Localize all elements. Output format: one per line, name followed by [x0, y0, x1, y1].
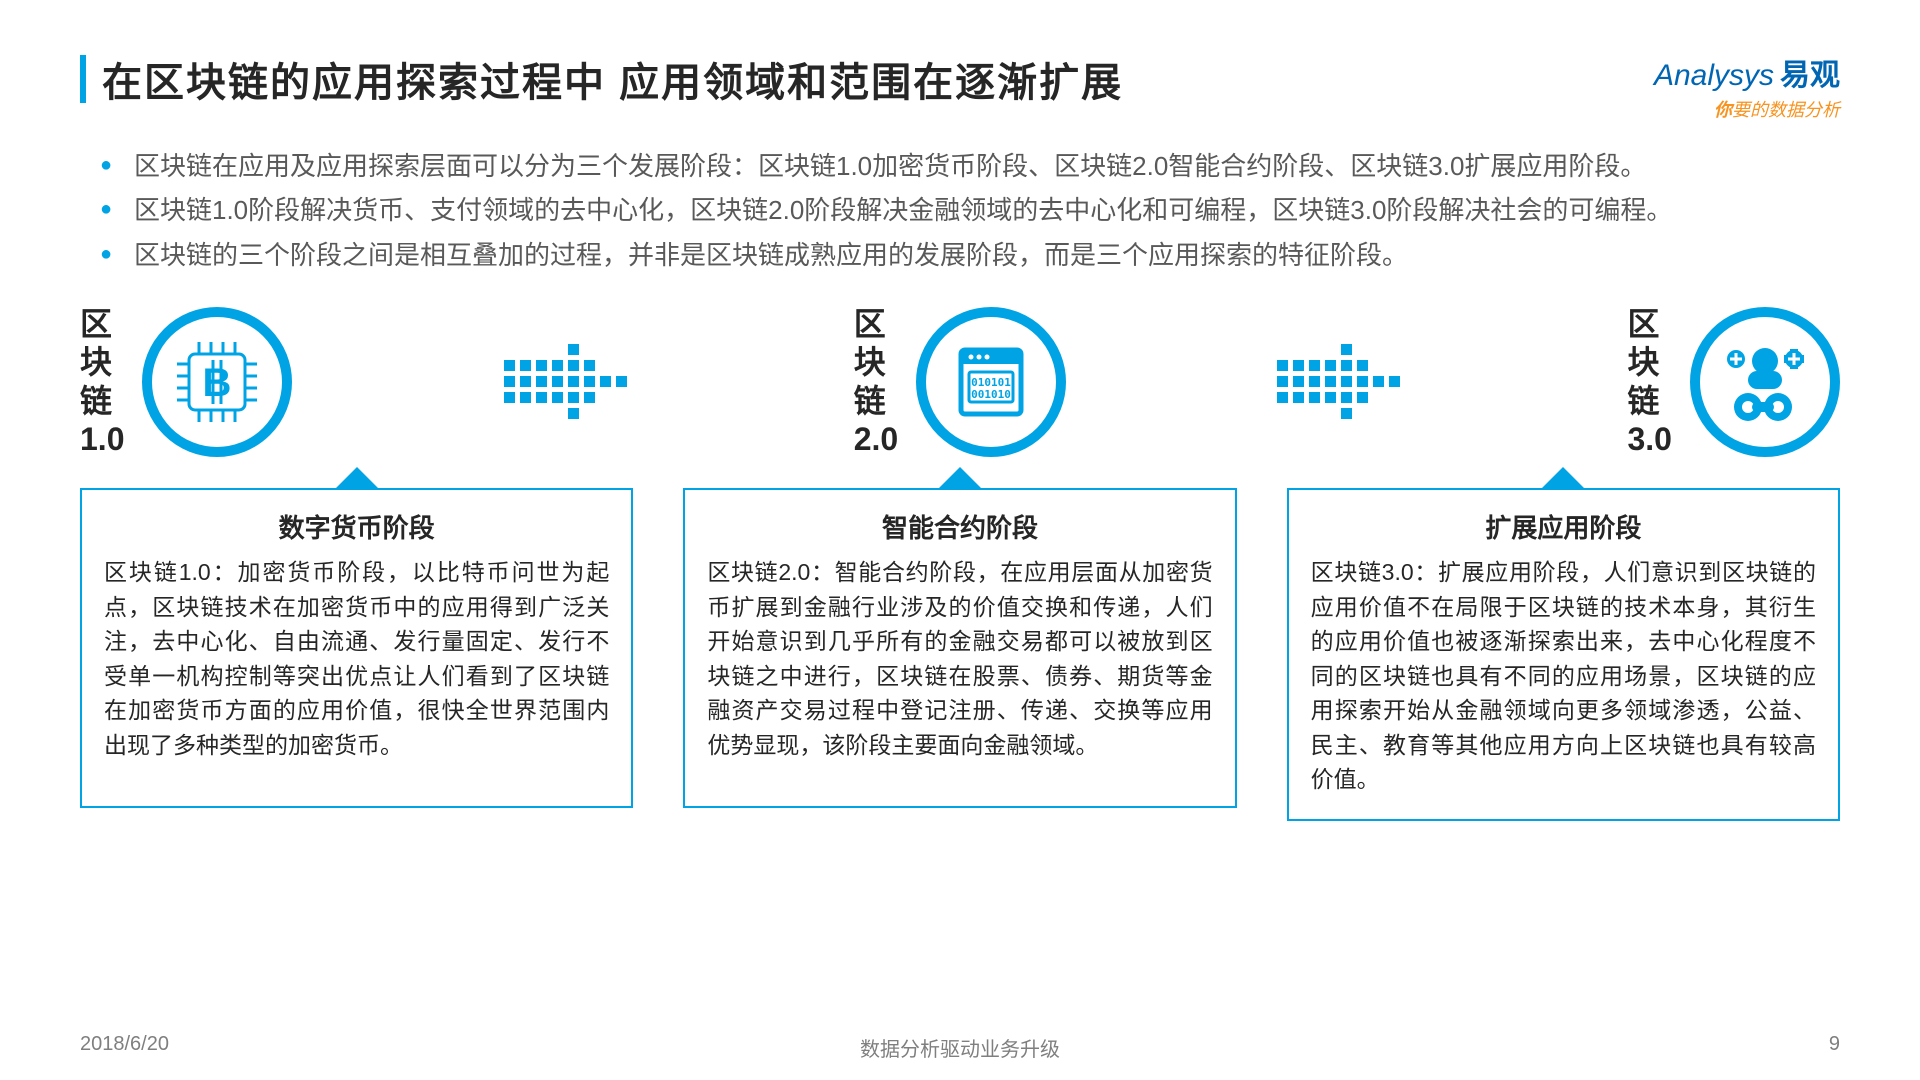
footer-date: 2018/6/20 [80, 1033, 169, 1056]
logo-brand-cn: 易观 [1780, 59, 1840, 92]
stage-1-label: 区块链1.0 [80, 305, 124, 459]
pointer-icon [339, 470, 375, 488]
page-title: 在区块链的应用探索过程中 应用领域和范围在逐渐扩展 [102, 50, 1123, 108]
logo-tagline-rest: 要的数据分析 [1732, 100, 1840, 120]
bullet-item: 区块链1.0阶段解决货币、支付领域的去中心化，区块链2.0阶段解决金融领域的去中… [100, 190, 1840, 230]
logo-text: Analysys易观 [1654, 50, 1840, 94]
bullet-list: 区块链在应用及应用探索层面可以分为三个发展阶段：区块链1.0加密货币阶段、区块链… [100, 146, 1840, 275]
dotted-arrow-icon [1277, 344, 1416, 419]
pointer-icon [942, 470, 978, 488]
stage-2: 区块链2.0 010101001010 [854, 305, 1066, 459]
box-1-text: 区块链1.0：加密货币阶段，以比特币问世为起点，区块链技术在加密货币中的应用得到… [104, 555, 609, 762]
bitcoin-chip-icon: B [142, 307, 292, 457]
stage-3-label: 区块链3.0 [1627, 305, 1671, 459]
logo-tagline: 你要的数据分析 [1654, 96, 1840, 122]
box-2: 智能合约阶段区块链2.0：智能合约阶段，在应用层面从加密货币扩展到金融行业涉及的… [683, 488, 1236, 821]
stage-3: 区块链3.0 [1627, 305, 1839, 459]
box-3-text: 区块链3.0：扩展应用阶段，人们意识到区块链的应用价值不在局限于区块链的技术本身… [1311, 555, 1816, 797]
logo-brand-en: Analysys [1654, 59, 1774, 92]
smart-contract-icon: 010101001010 [916, 307, 1066, 457]
stage-1: 区块链1.0 B [80, 305, 292, 459]
svg-text:B: B [203, 361, 232, 405]
brand-logo: Analysys易观 你要的数据分析 [1654, 50, 1840, 122]
chain-app-icon [1690, 307, 1840, 457]
logo-tagline-hi: 你 [1714, 100, 1732, 120]
dotted-arrow-icon [504, 344, 643, 419]
box-3-title: 扩展应用阶段 [1311, 508, 1816, 545]
box-3: 扩展应用阶段区块链3.0：扩展应用阶段，人们意识到区块链的应用价值不在局限于区块… [1287, 488, 1840, 821]
header: 在区块链的应用探索过程中 应用领域和范围在逐渐扩展 Analysys易观 你要的… [80, 50, 1840, 122]
stage-boxes: 数字货币阶段区块链1.0：加密货币阶段，以比特币问世为起点，区块链技术在加密货币… [80, 488, 1840, 821]
title-wrap: 在区块链的应用探索过程中 应用领域和范围在逐渐扩展 [80, 50, 1123, 108]
pointer-icon [1545, 470, 1581, 488]
bullet-item: 区块链的三个阶段之间是相互叠加的过程，并非是区块链成熟应用的发展阶段，而是三个应… [100, 235, 1840, 275]
footer: 2018/6/20 数据分析驱动业务升级 9 [80, 1033, 1840, 1056]
title-accent-bar [80, 55, 86, 103]
footer-center: 数据分析驱动业务升级 [860, 1033, 1060, 1062]
box-2-title: 智能合约阶段 [707, 508, 1212, 545]
box-1-title: 数字货币阶段 [104, 508, 609, 545]
box-1: 数字货币阶段区块链1.0：加密货币阶段，以比特币问世为起点，区块链技术在加密货币… [80, 488, 633, 821]
stages-row: 区块链1.0 B 区块链2.0 010101001010 区块链3.0 [80, 305, 1840, 459]
footer-page: 9 [1829, 1033, 1840, 1056]
box-2-text: 区块链2.0：智能合约阶段，在应用层面从加密货币扩展到金融行业涉及的价值交换和传… [707, 555, 1212, 762]
stage-2-label: 区块链2.0 [854, 305, 898, 459]
bullet-item: 区块链在应用及应用探索层面可以分为三个发展阶段：区块链1.0加密货币阶段、区块链… [100, 146, 1840, 186]
svg-text:001010: 001010 [971, 388, 1011, 401]
